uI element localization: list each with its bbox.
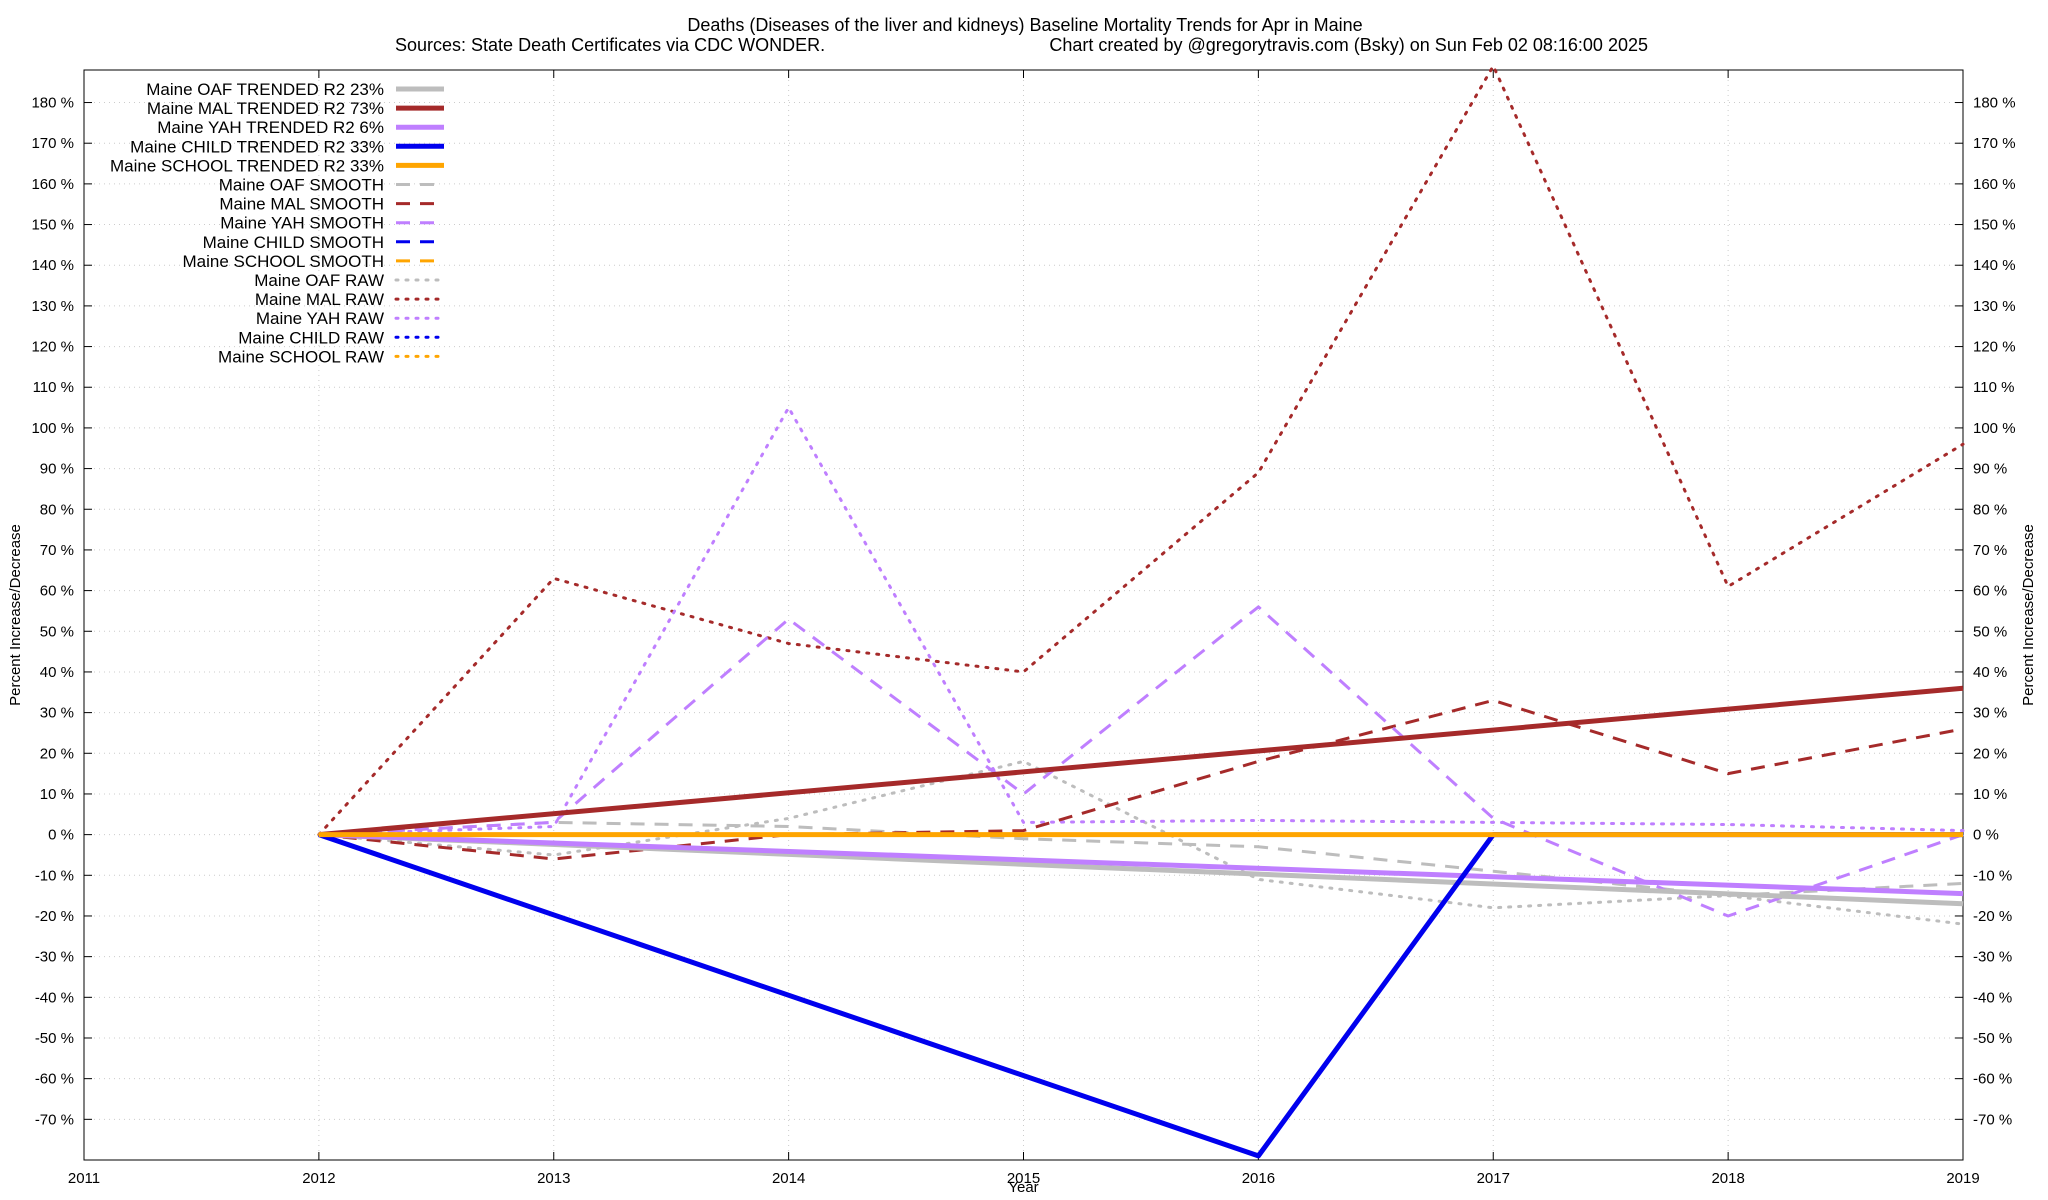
x-tick-label: 2015 <box>1007 1170 1040 1187</box>
y-tick-label-right: 50 % <box>1973 623 2007 640</box>
y-tick-label-right: 40 % <box>1973 664 2007 681</box>
x-tick-label: 2011 <box>68 1170 100 1187</box>
legend-label: Maine CHILD RAW <box>238 328 384 347</box>
y-tick-label-right: 80 % <box>1973 501 2007 518</box>
y-tick-label-left: 70 % <box>40 542 74 559</box>
y-tick-label-left: 80 % <box>40 501 74 518</box>
legend-label: Maine OAF TRENDED R2 23% <box>146 80 384 99</box>
legend-label: Maine CHILD SMOOTH <box>203 233 384 252</box>
x-tick-label: 2018 <box>1711 1170 1744 1187</box>
y-tick-label-right: -30 % <box>1973 949 2012 966</box>
x-tick-label: 2019 <box>1946 1170 1979 1187</box>
grid <box>83 70 1964 1160</box>
y-tick-label-right: 110 % <box>1973 379 2014 396</box>
x-tick-label: 2014 <box>772 1170 805 1187</box>
y-tick-label-right: -10 % <box>1973 867 2012 884</box>
y-axis-label-right: Percent Increase/Decrease <box>2020 524 2037 706</box>
x-tick-label: 2012 <box>302 1170 335 1187</box>
legend-label: Maine YAH TRENDED R2 6% <box>157 118 384 137</box>
y-tick-label-right: 130 % <box>1973 298 2016 315</box>
y-tick-label-left: 30 % <box>40 705 74 722</box>
chart-title: Deaths (Diseases of the liver and kidney… <box>687 15 1362 35</box>
y-tick-label-right: 170 % <box>1973 135 2016 152</box>
y-tick-label-left: 110 % <box>33 379 74 396</box>
y-tick-label-right: -70 % <box>1973 1111 2012 1128</box>
legend: Maine OAF TRENDED R2 23%Maine MAL TRENDE… <box>110 80 446 366</box>
y-tick-label-left: -30 % <box>35 949 74 966</box>
legend-label: Maine YAH SMOOTH <box>220 214 384 233</box>
legend-label: Maine SCHOOL TRENDED R2 33% <box>110 156 384 175</box>
y-tick-label-left: 0 % <box>48 827 74 844</box>
y-tick-label-left: 60 % <box>40 583 74 600</box>
y-tick-label-right: 160 % <box>1973 176 2016 193</box>
legend-label: Maine MAL RAW <box>255 290 384 309</box>
y-tick-label-left: 170 % <box>31 135 74 152</box>
chart-source-note: Sources: State Death Certificates via CD… <box>395 35 825 55</box>
y-tick-label-right: 100 % <box>1973 420 2016 437</box>
y-tick-label-left: -20 % <box>35 908 74 925</box>
y-tick-label-left: -10 % <box>35 867 74 884</box>
chart-credit-note: Chart created by @gregorytravis.com (Bsk… <box>1049 35 1648 55</box>
legend-label: Maine OAF RAW <box>254 271 384 290</box>
series-line <box>318 685 1964 838</box>
y-tick-label-left: 100 % <box>31 420 74 437</box>
y-tick-label-right: 90 % <box>1973 461 2007 478</box>
y-tick-label-left: -60 % <box>35 1071 74 1088</box>
y-tick-label-left: 140 % <box>31 257 74 274</box>
x-tick-label: 2016 <box>1242 1170 1275 1187</box>
legend-label: Maine SCHOOL SMOOTH <box>182 252 384 271</box>
legend-label: Maine MAL TRENDED R2 73% <box>147 99 384 118</box>
y-tick-label-right: 20 % <box>1973 745 2007 762</box>
legend-label: Maine YAH RAW <box>256 309 384 328</box>
x-tick-label: 2013 <box>537 1170 570 1187</box>
y-tick-label-right: 120 % <box>1973 339 2016 356</box>
y-tick-label-right: -20 % <box>1973 908 2012 925</box>
x-tick-label: 2017 <box>1477 1170 1510 1187</box>
series-lines <box>317 64 1965 1159</box>
y-tick-label-left: -70 % <box>35 1111 74 1128</box>
legend-label: Maine MAL SMOOTH <box>219 195 384 214</box>
y-tick-label-left: -50 % <box>35 1030 74 1047</box>
y-tick-label-right: 150 % <box>1973 217 2016 234</box>
series-line <box>317 406 1965 837</box>
y-tick-label-right: 140 % <box>1973 257 2016 274</box>
legend-label: Maine OAF SMOOTH <box>219 176 384 195</box>
series-line <box>318 605 1964 918</box>
series-line <box>318 832 1964 897</box>
y-tick-label-right: 30 % <box>1973 705 2007 722</box>
axis-ticks: -70 % -70 % -60 % -60 % -50 % -50 % -40 % -40 %… <box>31 70 2016 1187</box>
y-tick-label-left: 50 % <box>40 623 74 640</box>
y-tick-label-left: 150 % <box>31 217 74 234</box>
y-tick-label-left: 40 % <box>40 664 74 681</box>
y-tick-label-right: 180 % <box>1973 95 2016 112</box>
y-tick-label-right: 70 % <box>1973 542 2007 559</box>
y-tick-label-right: -50 % <box>1973 1030 2012 1047</box>
y-tick-label-left: 20 % <box>40 745 74 762</box>
series-line <box>317 64 1965 837</box>
y-tick-label-left: 160 % <box>31 176 74 193</box>
y-tick-label-left: 120 % <box>31 339 74 356</box>
legend-label: Maine SCHOOL RAW <box>218 347 384 366</box>
y-tick-label-left: -40 % <box>35 989 74 1006</box>
y-tick-label-right: 0 % <box>1973 827 1999 844</box>
y-tick-label-left: 10 % <box>40 786 74 803</box>
y-tick-label-left: 130 % <box>31 298 74 315</box>
x-axis-label: Year <box>1008 1179 1038 1196</box>
legend-label: Maine CHILD TRENDED R2 33% <box>130 137 384 156</box>
y-tick-label-right: 10 % <box>1973 786 2007 803</box>
y-tick-label-right: -60 % <box>1973 1071 2012 1088</box>
y-tick-label-left: 180 % <box>31 95 74 112</box>
y-tick-label-right: -40 % <box>1973 989 2012 1006</box>
series-line <box>318 698 1964 861</box>
y-tick-label-left: 90 % <box>40 461 74 478</box>
series-line <box>317 759 1965 926</box>
y-axis-label-left: Percent Increase/Decrease <box>7 524 24 706</box>
y-tick-label-right: 60 % <box>1973 583 2007 600</box>
